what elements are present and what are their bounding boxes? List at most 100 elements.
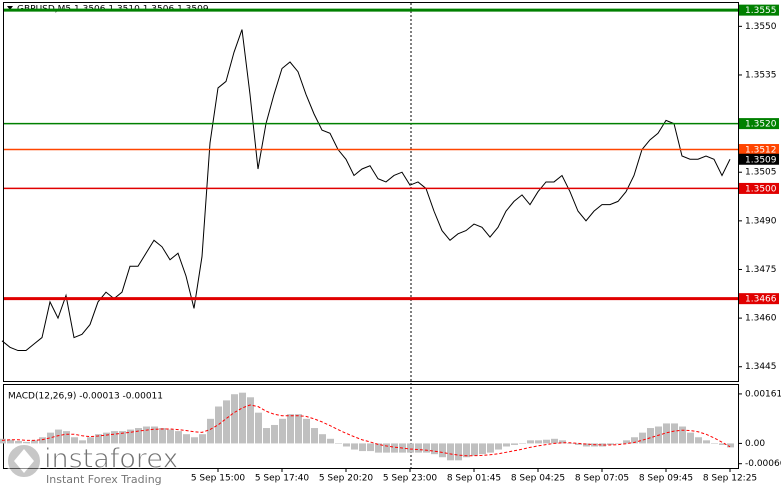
- macd-title: MACD(12,26,9) -0.00013 -0.00011: [8, 392, 163, 402]
- histogram-bar: [663, 423, 670, 444]
- histogram-bar: [703, 440, 710, 444]
- y-tick-label: -0.00066: [745, 459, 781, 469]
- histogram-bar: [95, 434, 102, 444]
- x-tick-label: 8 Sep 01:45: [447, 474, 501, 484]
- histogram-bar: [599, 443, 606, 447]
- histogram-bar: [415, 443, 422, 453]
- level-label: 1.3512: [745, 146, 777, 156]
- symbol-marker: [7, 6, 13, 10]
- histogram-bar: [271, 424, 278, 444]
- histogram-bar: [159, 428, 166, 444]
- histogram-bar: [167, 429, 174, 444]
- x-tick-label: 8 Sep 12:25: [703, 474, 757, 484]
- histogram-bar: [239, 392, 246, 444]
- histogram-bar: [287, 414, 294, 444]
- histogram-bar: [63, 431, 70, 444]
- y-tick-label: 1.3535: [745, 70, 777, 80]
- histogram-bar: [623, 440, 630, 444]
- histogram-bar: [79, 440, 86, 444]
- level-label: 1.3520: [745, 120, 777, 130]
- histogram-bar: [303, 418, 310, 444]
- y-tick-label: 1.3460: [745, 314, 777, 324]
- level-tag: [739, 118, 779, 130]
- histogram-bar: [295, 414, 302, 444]
- histogram-bar: [463, 443, 470, 458]
- histogram-bar: [343, 443, 350, 447]
- histogram-bar: [215, 406, 222, 444]
- histogram-bar: [359, 443, 366, 452]
- histogram-bar: [183, 434, 190, 444]
- histogram-bar: [527, 440, 534, 444]
- histogram-bar: [119, 431, 126, 444]
- histogram-bar: [543, 439, 550, 444]
- histogram-bar: [407, 443, 414, 453]
- y-tick-label: 1.3475: [745, 265, 777, 275]
- histogram-bar: [535, 440, 542, 444]
- histogram-bar: [279, 418, 286, 444]
- histogram-bar: [0, 438, 6, 444]
- histogram-bar: [519, 443, 526, 444]
- histogram-bar: [671, 423, 678, 444]
- histogram-bar: [439, 443, 446, 458]
- level-label: 1.3555: [745, 6, 777, 16]
- histogram-bar: [631, 437, 638, 444]
- watermark-brand: instaforex: [44, 444, 178, 475]
- level-tag: [739, 182, 779, 194]
- histogram-bar: [551, 438, 558, 444]
- histogram-bar: [207, 418, 214, 444]
- x-tick-label: 8 Sep 04:25: [511, 474, 565, 484]
- histogram-bar: [351, 443, 358, 450]
- histogram-bar: [479, 443, 486, 455]
- histogram-bar: [87, 437, 94, 444]
- price-line: [1, 29, 731, 352]
- watermark-tagline: Instant Forex Trading: [46, 473, 162, 486]
- histogram-bar: [423, 443, 430, 453]
- histogram-bar: [367, 443, 374, 452]
- histogram-bar: [607, 443, 614, 445]
- histogram-bar: [495, 443, 502, 450]
- histogram-bar: [319, 434, 326, 444]
- histogram-bar: [255, 412, 262, 444]
- level-tag: [739, 4, 779, 16]
- histogram-bar: [55, 429, 62, 444]
- level-tag: [739, 293, 779, 305]
- histogram-bar: [447, 443, 454, 461]
- level-label: 1.3500: [745, 184, 777, 194]
- histogram-bar: [695, 437, 702, 444]
- histogram-bar: [455, 443, 462, 461]
- histogram-bar: [487, 443, 494, 453]
- histogram-bar: [223, 400, 230, 444]
- level-label: 1.3509: [745, 155, 777, 165]
- histogram-bar: [191, 437, 198, 444]
- histogram-bar: [103, 432, 110, 444]
- histogram-bar: [503, 443, 510, 447]
- histogram-bar: [335, 443, 342, 444]
- histogram-bar: [679, 426, 686, 444]
- macd-panel: [3, 384, 739, 469]
- histogram-bar: [151, 426, 158, 444]
- y-tick-label: 0.00161: [745, 389, 781, 399]
- histogram-bar: [727, 443, 734, 448]
- histogram-bar: [15, 440, 22, 444]
- y-tick-label: 0.00: [745, 439, 765, 449]
- histogram-bar: [143, 426, 150, 444]
- y-tick-label: 1.3550: [745, 22, 777, 32]
- histogram-bar: [311, 428, 318, 444]
- histogram-bar: [263, 428, 270, 444]
- histogram-bar: [383, 443, 390, 453]
- y-tick-label: 1.3505: [745, 168, 777, 178]
- x-tick-label: 5 Sep 17:40: [255, 474, 310, 484]
- histogram-bar: [567, 443, 574, 444]
- histogram-bar: [391, 443, 398, 453]
- histogram-bar: [23, 441, 30, 444]
- level-tag: [739, 144, 779, 156]
- histogram-bar: [575, 443, 582, 445]
- histogram-bar: [175, 431, 182, 444]
- histogram-bar: [471, 443, 478, 456]
- histogram-bar: [431, 443, 438, 455]
- histogram-bar: [31, 440, 38, 444]
- histogram-bar: [719, 443, 726, 445]
